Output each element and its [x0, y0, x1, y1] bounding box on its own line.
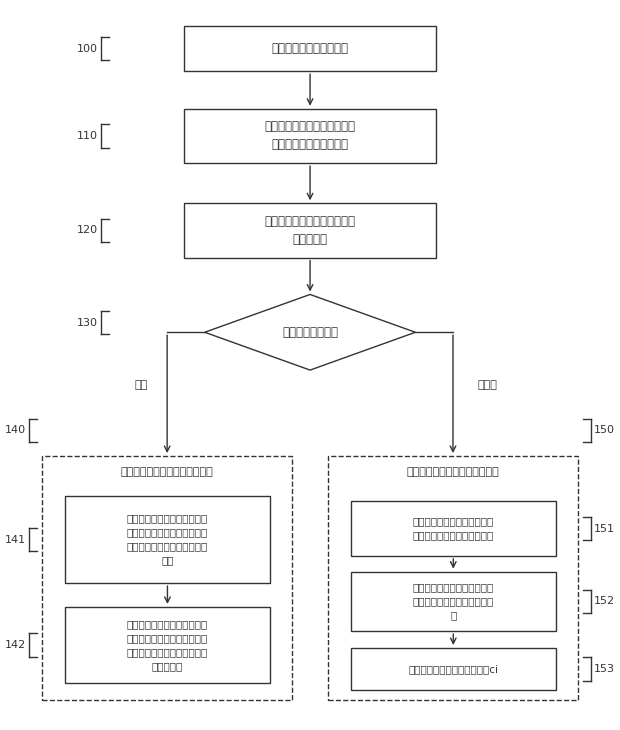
Bar	[65, 496, 270, 583]
Bar	[184, 109, 436, 164]
Text: 将代表雨水篦子和检查井的管
网节点与它所在的地表单元网
格之间进行一对一的空间位置
耦合: 将代表雨水篦子和检查井的管 网节点与它所在的地表单元网 格之间进行一对一的空间位…	[127, 513, 208, 566]
Text: 计算每个网格的实际排水速度ci: 计算每个网格的实际排水速度ci	[409, 664, 498, 674]
Bar	[65, 607, 270, 683]
Text: ，根据城市雨水排水系统中雨
水篦子和检查井所承担的实际
功能，对雨水篦子和检查井进
行区别计算: ，根据城市雨水排水系统中雨 水篦子和检查井所承担的实际 功能，对雨水篦子和检查井…	[127, 619, 208, 671]
Bar	[351, 572, 556, 631]
Text: 120: 120	[77, 226, 98, 236]
Text: 130: 130	[78, 318, 98, 328]
Text: 完整: 完整	[135, 380, 148, 390]
Text: 140: 140	[5, 426, 26, 436]
Text: 管网数据是否完整: 管网数据是否完整	[282, 326, 338, 339]
Text: 151: 151	[594, 523, 615, 534]
Text: 153: 153	[594, 664, 615, 674]
Text: 150: 150	[594, 426, 615, 436]
Bar	[42, 456, 292, 699]
Text: 根据实地调研或者空间就近关
系，确定每个区域的排水出口: 根据实地调研或者空间就近关 系，确定每个区域的排水出口	[413, 517, 494, 541]
Bar	[351, 648, 556, 690]
Text: 地表模型与管网模型的概念耦合: 地表模型与管网模型的概念耦合	[407, 467, 499, 477]
Text: 获取地表水文水动力数据: 获取地表水文水动力数据	[272, 42, 348, 55]
Text: 110: 110	[78, 131, 98, 141]
Text: 依据所述地表水文水动力数据
生成地表模型和管网模型: 依据所述地表水文水动力数据 生成地表模型和管网模型	[265, 120, 355, 151]
Bar	[328, 456, 578, 699]
Bar	[184, 26, 436, 72]
Polygon shape	[205, 294, 415, 370]
Text: 152: 152	[594, 596, 615, 607]
Bar	[351, 502, 556, 556]
Text: 地表模型与管网模型的物理耦合: 地表模型与管网模型的物理耦合	[121, 467, 213, 477]
Text: 100: 100	[78, 44, 98, 54]
Bar	[184, 203, 436, 258]
Text: 构建地表模型与管网模型之间
的耦合模式: 构建地表模型与管网模型之间 的耦合模式	[265, 215, 355, 246]
Text: 142: 142	[5, 640, 26, 650]
Text: 141: 141	[5, 534, 26, 545]
Text: 不完整: 不完整	[477, 380, 497, 390]
Text: 根据排水出口节点的位置，指
定地表单元网格对应的出口节
点: 根据排水出口节点的位置，指 定地表单元网格对应的出口节 点	[413, 583, 494, 620]
